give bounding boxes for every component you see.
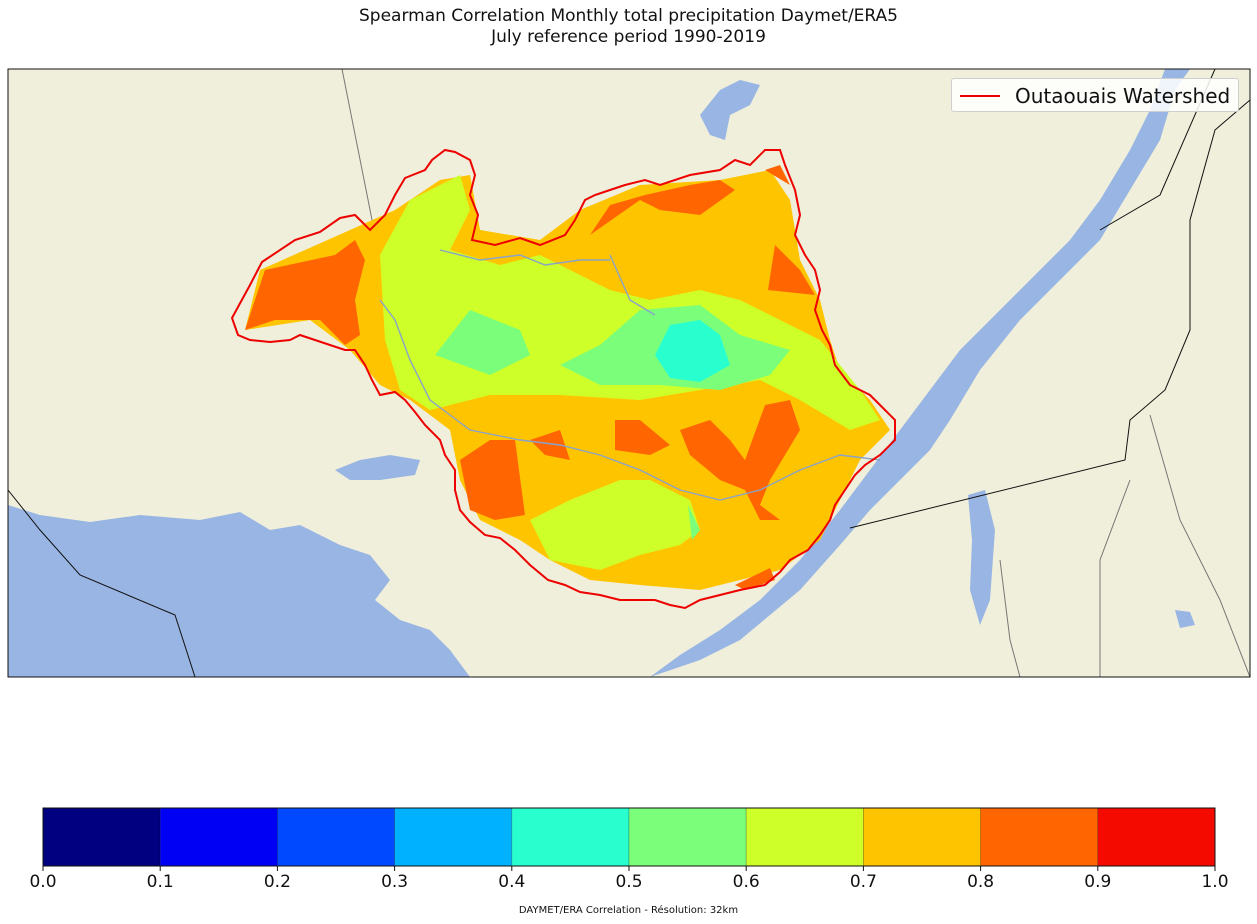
rivers [379,249,881,501]
colorbar [42,807,1216,871]
contour-0.8-0.9-center2 [680,400,800,520]
small-lake-water [1175,610,1195,628]
map-title-line-1: Spearman Correlation Monthly total preci… [359,6,898,26]
map-legend: Outaouais Watershed [951,78,1239,112]
colorbar-tick-label-4: 0.4 [498,872,526,892]
legend-label: Outaouais Watershed [1015,84,1231,108]
contour-0.8-0.9-sw [460,440,525,520]
contour-0.8-0.9-ne2 [765,165,790,185]
map-frame [7,68,1251,678]
legend-line-swatch [960,95,1000,97]
colorbar-tick-label-8: 0.8 [967,872,995,892]
contour-0.8-0.9-north [590,180,735,235]
colorbar-tick-label-5: 0.5 [615,872,643,892]
colorbar-tick-label-3: 0.3 [381,872,409,892]
colorbar-tick-label-6: 0.6 [732,872,760,892]
colorbar-segment-5 [628,807,747,867]
contour-0.8-0.9-south [530,430,570,460]
colorbar-tick-label-0: 0.0 [29,872,57,892]
contour-0.8-0.9-west [245,240,365,345]
colorbar-segment-8 [980,807,1099,867]
colorbar-tick-label-2: 0.2 [263,872,291,892]
contour-0.8-0.9-se [735,568,775,590]
contour-0.5-0.6-south [688,505,700,540]
colorbar-segment-4 [511,807,630,867]
contour-0.8-0.9-ne [768,245,815,295]
northern-lake-water [700,80,760,140]
contour-0.5-0.6 [435,310,530,375]
contour-0.8-0.9-center [615,420,670,455]
colorbar-tick-label-1: 0.1 [146,872,174,892]
map-title-line-2: July reference period 1990-2019 [491,27,766,47]
colorbar-segment-6 [745,807,864,867]
colorbar-tick-label-10: 1.0 [1201,872,1229,892]
correlation-field [245,165,890,590]
colorbar-segment-9 [1097,807,1216,867]
colorbar-segment-1 [159,807,278,867]
eastern-lake-water [968,490,995,625]
colorbar-segment-2 [276,807,395,867]
colorbar-tick-label-9: 0.9 [1084,872,1112,892]
colorbar-segment-7 [863,807,982,867]
colorbar-segment-0 [42,807,161,867]
contour-0.6-0.7-south [530,480,700,570]
colorbar-tick-label-7: 0.7 [849,872,877,892]
map-area [8,69,1250,677]
lake-ontario-water [8,505,470,677]
caption: DAYMET/ERA Correlation - Résolution: 32k… [518,905,739,916]
colorbar-segment-3 [394,807,513,867]
outaouais-watershed-outline [230,148,896,610]
lake-bay-water [335,455,420,480]
contour-0.4-0.5 [655,320,730,382]
